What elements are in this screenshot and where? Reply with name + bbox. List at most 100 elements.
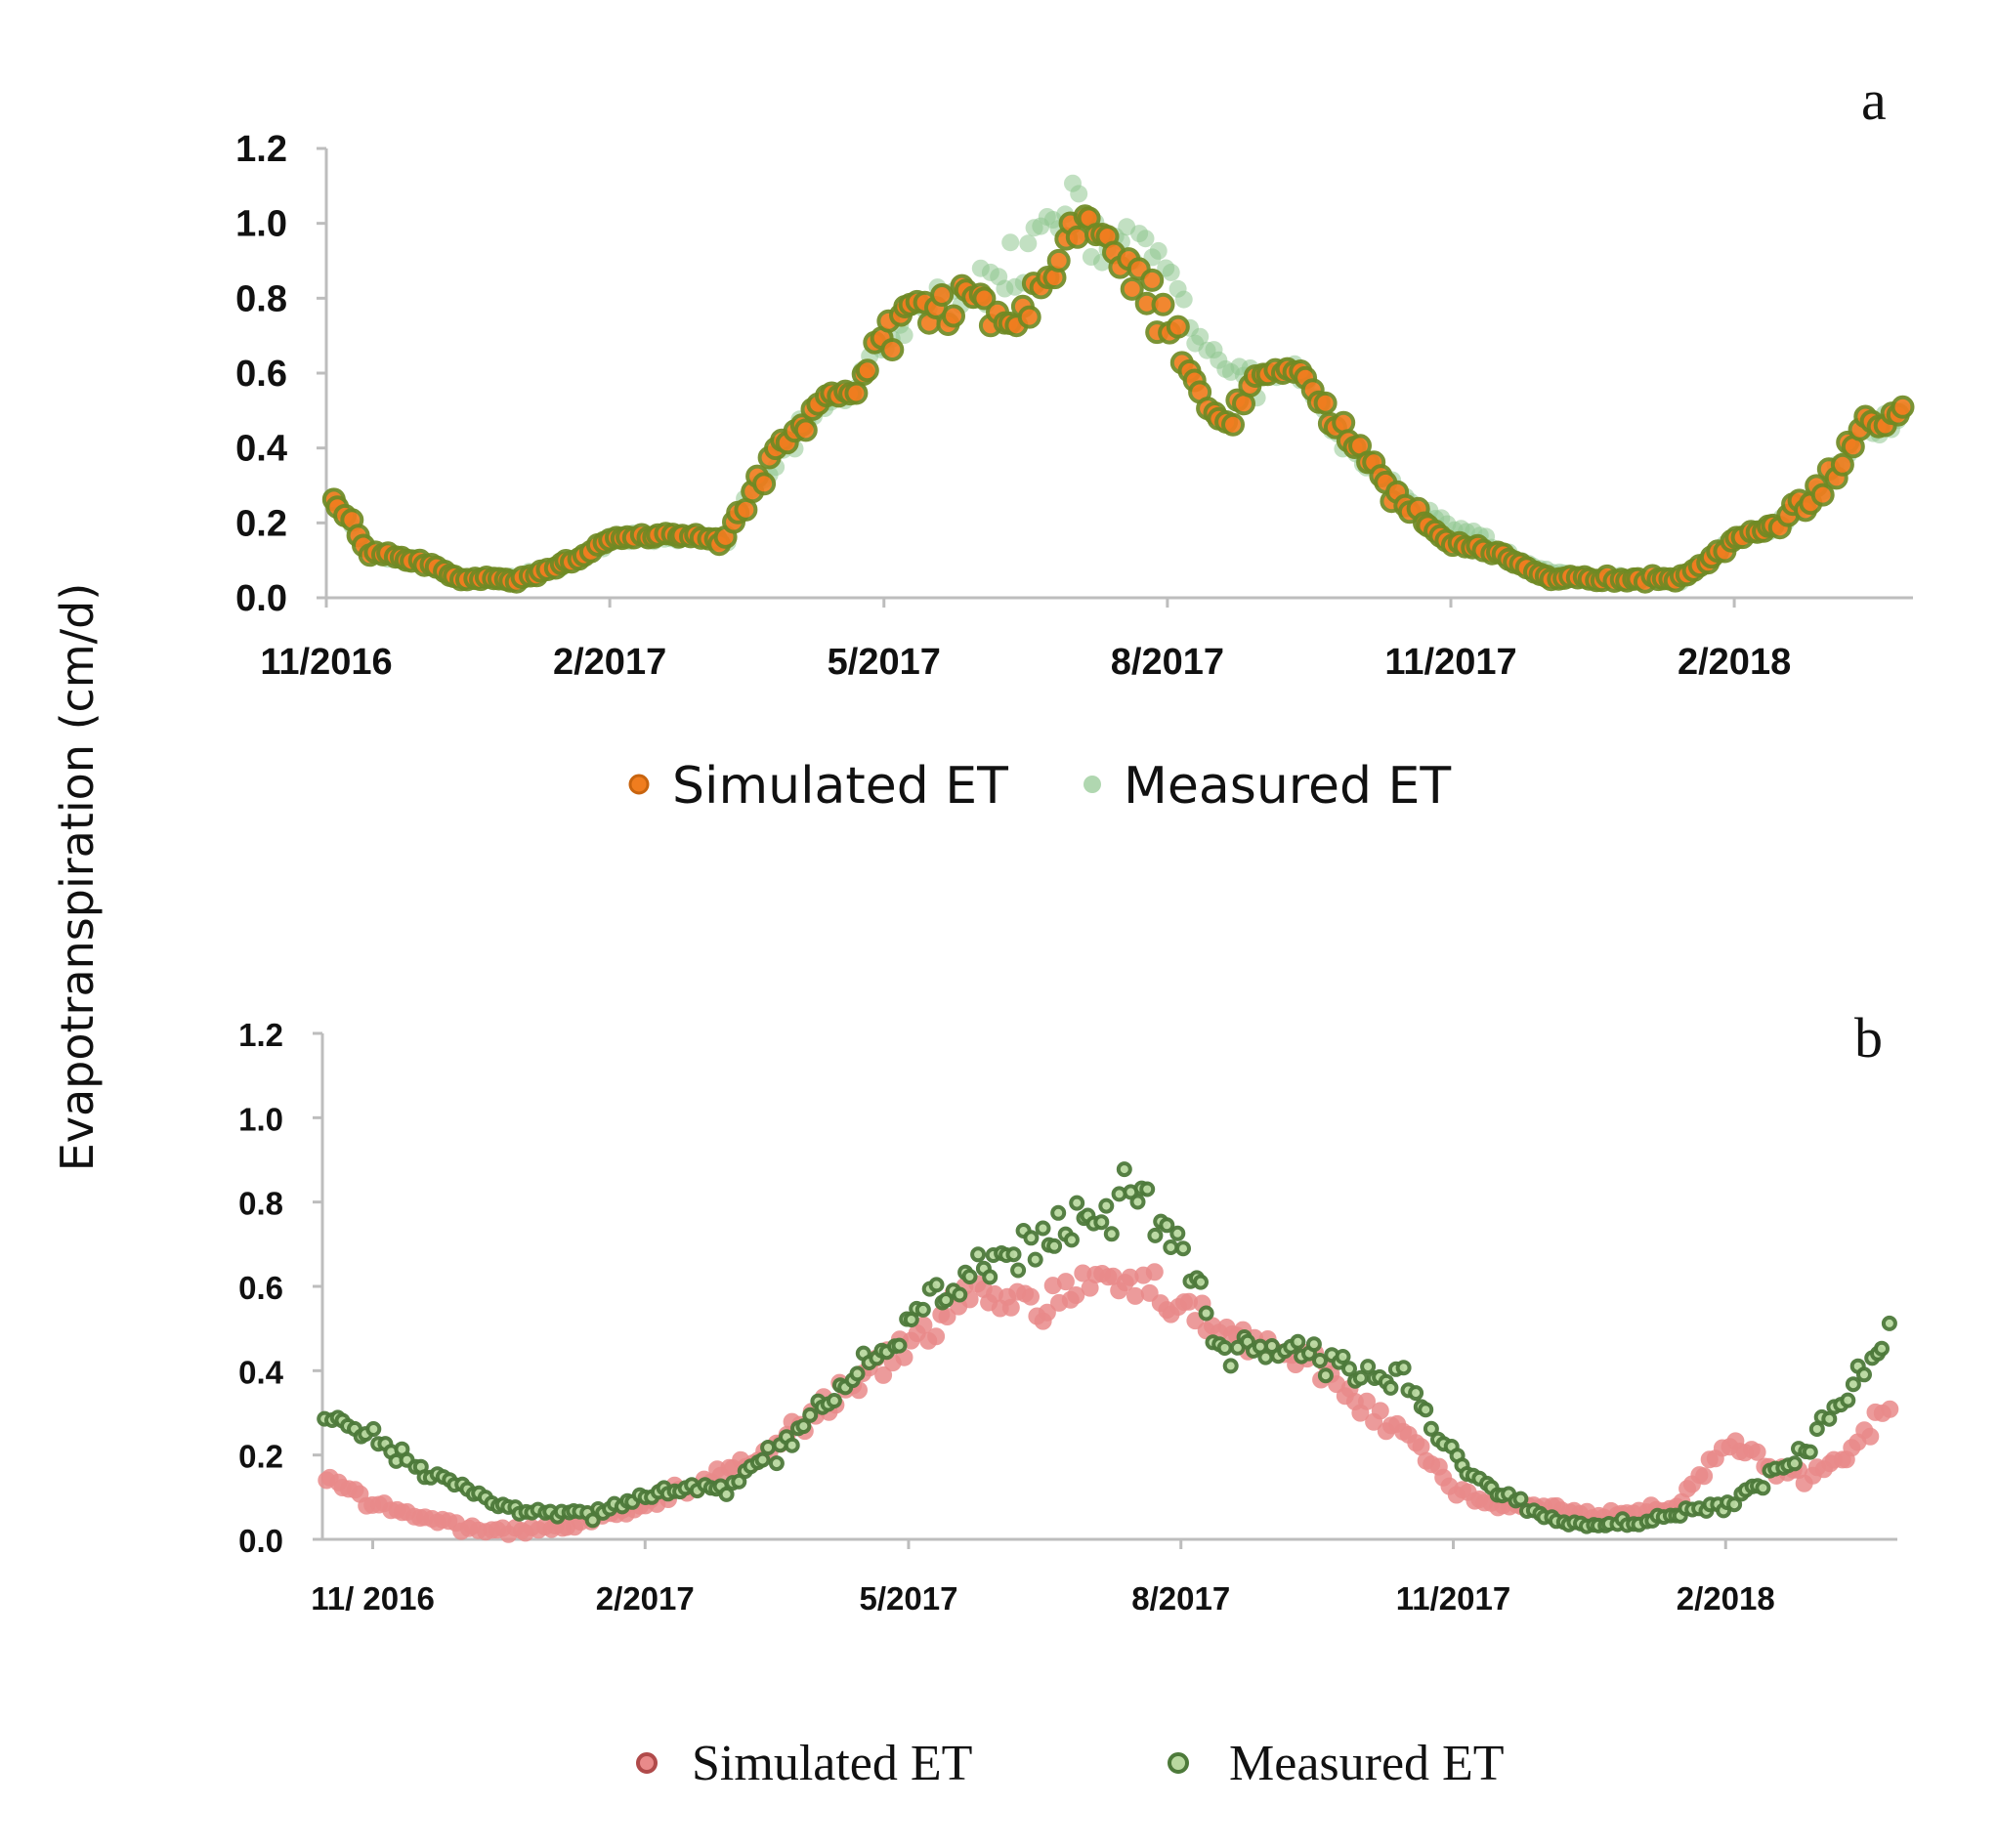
measured-et-point — [1408, 1385, 1424, 1402]
tick-labels-a: 0.0 0.2 0.4 0.6 0.8 1.0 1.2 11/2016 2/2017 5/2017… — [235, 129, 1791, 683]
y-tick-label: 0.8 — [235, 278, 287, 319]
measured-et-point — [1755, 1480, 1771, 1496]
measured-et-point — [1103, 1226, 1120, 1242]
measured-et-point — [1874, 1340, 1890, 1357]
measured-et-point — [365, 1421, 382, 1437]
measured-et-point — [1802, 1444, 1818, 1460]
simulated-et-point — [1140, 268, 1165, 292]
measured-et-point — [1162, 263, 1180, 281]
measured-et-point — [1159, 1217, 1175, 1234]
measured-et-point — [1010, 1262, 1027, 1279]
measured-et-point — [1216, 1340, 1233, 1356]
measured-et-point — [1290, 1333, 1306, 1350]
measured-et-point — [1136, 230, 1155, 248]
measured-et-point — [826, 1393, 842, 1408]
measured-et-point — [1418, 1402, 1434, 1418]
measured-et-point — [1023, 1230, 1040, 1246]
measured-et-point — [1046, 1238, 1063, 1254]
measured-et-point — [1845, 1376, 1861, 1393]
y-tick-label: 1.0 — [235, 204, 287, 245]
measured-et-point — [1317, 1367, 1334, 1384]
simulated-et-point — [1748, 1443, 1766, 1461]
measured-et-point — [1191, 327, 1210, 346]
simulated-et-point — [1046, 248, 1071, 273]
measured-et-point — [1163, 1239, 1179, 1255]
measured-et-point — [754, 1451, 771, 1468]
simulated-et-point — [1695, 1467, 1714, 1486]
simulated-et-point — [1891, 395, 1915, 419]
simulated-et-point — [1017, 305, 1041, 329]
legend-label-simulated-a: Simulated ET — [672, 757, 1008, 816]
measured-et-point — [1423, 1420, 1439, 1437]
y-tick-label: 1.0 — [238, 1101, 283, 1137]
measured-et-point — [731, 1473, 747, 1490]
measured-et-point — [1360, 1359, 1377, 1375]
simulated-et-point — [1056, 1273, 1075, 1291]
x-tick-label: 2/2018 — [1677, 1580, 1775, 1617]
measured-et-point — [1198, 1305, 1214, 1322]
measured-et-point — [914, 1301, 931, 1318]
measured-et-point — [1174, 290, 1193, 309]
x-tick-label: 2/2018 — [1678, 642, 1791, 683]
x-tick-label: 11/ 2016 — [311, 1580, 435, 1617]
measured-et-point — [1175, 1240, 1191, 1257]
measured-et-point — [795, 1418, 812, 1435]
simulated-et-point — [874, 1365, 893, 1384]
y-tick-label: 1.2 — [238, 1017, 283, 1053]
measured-et-point — [1149, 241, 1168, 260]
legend-b: Simulated ET Measured ET — [636, 1736, 1505, 1791]
measured-et-point — [1341, 1361, 1357, 1377]
measured-et-point — [961, 1269, 978, 1284]
simulated-et-point — [1186, 1312, 1205, 1330]
measured-et-point — [1335, 1349, 1351, 1365]
simulated-et-point — [844, 381, 869, 405]
legend-label-measured-a: Measured ET — [1124, 757, 1451, 816]
measured-et-point — [1222, 1358, 1239, 1374]
simulated-et-point — [880, 338, 905, 361]
measured-et-point — [1063, 1232, 1080, 1248]
measured-et-point — [802, 1407, 819, 1423]
measured-et-point — [768, 1455, 785, 1472]
y-tick-label: 0.4 — [238, 1354, 284, 1390]
tick-labels-b: 0.0 0.2 0.4 0.6 0.8 1.0 1.2 11/ 2016 2/2017 5/201… — [238, 1017, 1775, 1617]
y-tick-label: 0.0 — [238, 1523, 283, 1559]
measured-et-point — [1019, 234, 1038, 253]
simulated-et-point — [1022, 1287, 1040, 1306]
legend-marker-simulated-a — [628, 774, 650, 795]
x-tick-label: 11/2017 — [1384, 642, 1516, 683]
measured-et-point — [1395, 1360, 1412, 1376]
simulated-et-point — [1371, 1402, 1389, 1420]
x-tick-label: 11/2017 — [1396, 1580, 1510, 1617]
y-tick-label: 0.8 — [238, 1186, 283, 1222]
legend-marker-measured-b — [1168, 1752, 1189, 1774]
measured-et-point — [718, 1486, 735, 1502]
x-tick-label: 2/2017 — [596, 1580, 695, 1617]
y-tick-label: 0.2 — [235, 503, 287, 544]
simulated-et-point — [930, 283, 955, 307]
x-tick-label: 2/2017 — [553, 642, 666, 683]
measured-et-point — [952, 1286, 968, 1303]
simulated-et-point — [1038, 1303, 1056, 1322]
measured-et-point — [970, 1246, 987, 1263]
simulated-et-point — [1145, 1263, 1164, 1281]
measured-et-point — [1352, 1369, 1369, 1386]
measured-et-point — [895, 326, 914, 345]
measured-et-point — [1129, 1194, 1146, 1210]
measured-et-point — [1139, 1181, 1156, 1197]
simulated-et-point — [972, 286, 997, 311]
y-tick-label: 0.4 — [235, 429, 287, 470]
measured-et-point — [1050, 1204, 1067, 1221]
measured-et-point — [1312, 1353, 1328, 1368]
measured-et-point — [1305, 1336, 1322, 1353]
simulated-et-point — [1358, 1392, 1376, 1410]
x-tick-label: 5/2017 — [859, 1580, 957, 1617]
measured-et-point — [784, 1437, 800, 1453]
simulated-et-point — [793, 418, 818, 442]
points-a — [321, 174, 1915, 594]
chart-panel-b: b 0.0 0.2 0.4 0.6 0.8 1.0 1.2 11/ 2016 2/2017 5/2… — [238, 1006, 1899, 1791]
y-tick-label: 0.0 — [235, 578, 287, 619]
y-tick-label: 1.2 — [235, 129, 287, 170]
simulated-et-point — [938, 1308, 956, 1325]
legend-a: Simulated ET Measured ET — [628, 757, 1451, 816]
measured-et-point — [1786, 1455, 1803, 1472]
